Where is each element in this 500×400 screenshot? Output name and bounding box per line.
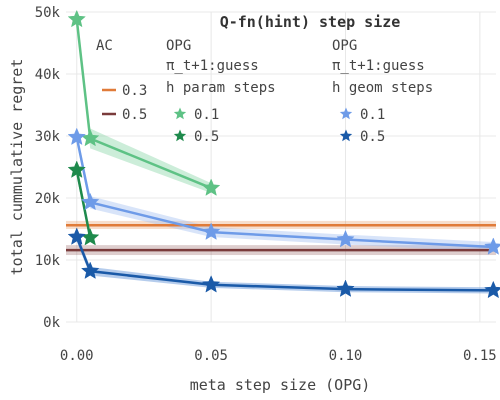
series-2-point-1 [81, 192, 100, 211]
series-band-0 [76, 14, 212, 194]
legend-star-1 [173, 129, 187, 142]
x-tick-label-3: 0.15 [463, 348, 497, 364]
legend-star-2 [339, 107, 353, 120]
y-tick-label-5: 50k [35, 5, 61, 21]
legend-header-param-line2: π_t+1:guess [166, 58, 259, 74]
legend-label-geom-0-5: 0.5 [360, 129, 385, 145]
series-2-point-2 [201, 222, 221, 240]
legend-header-param-line3: h param steps [166, 80, 276, 96]
series-3-point-2 [201, 275, 221, 293]
legend: AC OPG π_t+1:guess h param steps OPG π_t… [96, 38, 433, 145]
series-2-point-3 [336, 229, 355, 248]
series-markers [67, 9, 500, 299]
series-3-point-0 [67, 227, 86, 245]
series-band-2 [76, 132, 494, 252]
x-tick-label-2: 0.10 [329, 348, 363, 364]
legend-star-0 [173, 107, 187, 120]
y-tick-label-4: 40k [35, 67, 61, 83]
baseline-lines [66, 224, 496, 252]
legend-star-markers [173, 107, 353, 142]
legend-label-param-0-5: 0.5 [194, 129, 219, 145]
series-band-3 [76, 232, 494, 294]
plot-area [66, 12, 496, 322]
chart-title: Q-fn(hint) step size [220, 13, 401, 31]
series-2-point-0 [67, 127, 86, 146]
y-tick-label-3: 30k [35, 129, 61, 145]
y-tick-label-2: 20k [35, 191, 61, 207]
legend-header-geom-line2: π_t+1:guess [332, 58, 425, 74]
legend-label-geom-0-1: 0.1 [360, 107, 385, 123]
legend-label-ac-0-5: 0.5 [122, 107, 147, 123]
legend-label-param-0-1: 0.1 [194, 107, 219, 123]
legend-label-ac-0-3: 0.3 [122, 83, 147, 99]
y-axis-title: total cummulative regret [8, 59, 26, 276]
series-0-point-0 [67, 9, 86, 28]
y-tick-label-1: 10k [35, 253, 61, 269]
series-3-point-3 [336, 279, 355, 297]
series-3-point-1 [81, 261, 100, 279]
y-tick-labels: 0k 10k 20k 30k 40k 50k [35, 5, 61, 331]
x-tick-label-1: 0.05 [194, 348, 228, 364]
legend-header-param-line1: OPG [166, 38, 191, 54]
x-tick-labels: 0.00 0.05 0.10 0.15 [60, 348, 497, 364]
y-tick-label-0: 0k [43, 315, 60, 331]
series-1-point-0 [67, 160, 86, 178]
legend-header-ac: AC [96, 38, 113, 54]
legend-header-geom-line3: h geom steps [332, 80, 433, 96]
series-0-point-2 [201, 178, 221, 196]
series-line-1 [75, 169, 92, 238]
legend-star-3 [339, 129, 353, 142]
legend-header-geom-line1: OPG [332, 38, 357, 54]
x-axis-title: meta step size (OPG) [190, 376, 371, 394]
x-tick-label-0: 0.00 [60, 348, 94, 364]
